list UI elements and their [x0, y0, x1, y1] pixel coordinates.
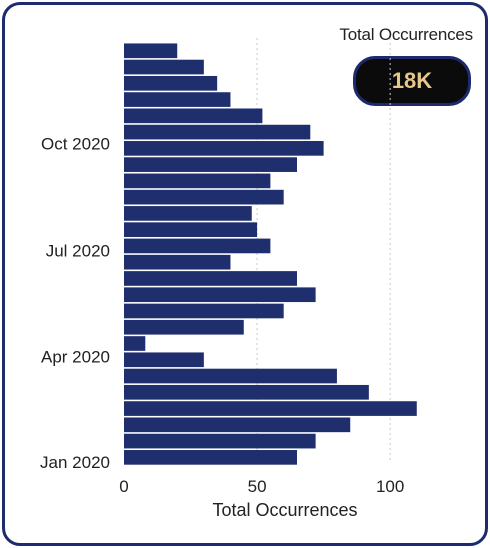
bar[interactable] [124, 222, 258, 238]
y-tick-label: Apr 2020 [41, 347, 110, 366]
bar[interactable] [124, 157, 297, 172]
y-tick-label: Jan 2020 [40, 453, 110, 472]
x-tick-label: 0 [119, 477, 128, 496]
bar[interactable] [124, 92, 231, 107]
bar[interactable] [124, 141, 324, 156]
bar[interactable] [124, 124, 311, 140]
bar[interactable] [124, 59, 204, 75]
bar[interactable] [124, 303, 284, 319]
bar[interactable] [124, 206, 252, 221]
bar[interactable] [124, 368, 337, 384]
y-tick-label: Oct 2020 [41, 135, 110, 154]
bar[interactable] [124, 189, 284, 205]
bar[interactable] [124, 43, 178, 59]
x-tick-label: 50 [248, 477, 267, 496]
bar[interactable] [124, 384, 369, 400]
kpi-value: 18K [391, 68, 433, 93]
kpi-title: Total Occurrences [339, 25, 473, 44]
bar[interactable] [124, 401, 417, 416]
bar[interactable] [124, 433, 316, 449]
bar[interactable] [124, 287, 316, 303]
bar[interactable] [124, 173, 271, 189]
bar[interactable] [124, 75, 218, 91]
x-tick-label: 100 [376, 477, 404, 496]
bar[interactable] [124, 271, 297, 286]
bar[interactable] [124, 336, 146, 351]
bar[interactable] [124, 254, 231, 270]
bar[interactable] [124, 352, 204, 368]
bar[interactable] [124, 238, 271, 254]
y-tick-label: Jul 2020 [46, 242, 110, 261]
bar[interactable] [124, 319, 244, 335]
bar[interactable] [124, 417, 351, 433]
bar[interactable] [124, 108, 263, 124]
x-axis-title: Total Occurrences [212, 500, 357, 520]
bar[interactable] [124, 450, 297, 465]
kpi-value-badge: 18K [353, 56, 471, 106]
